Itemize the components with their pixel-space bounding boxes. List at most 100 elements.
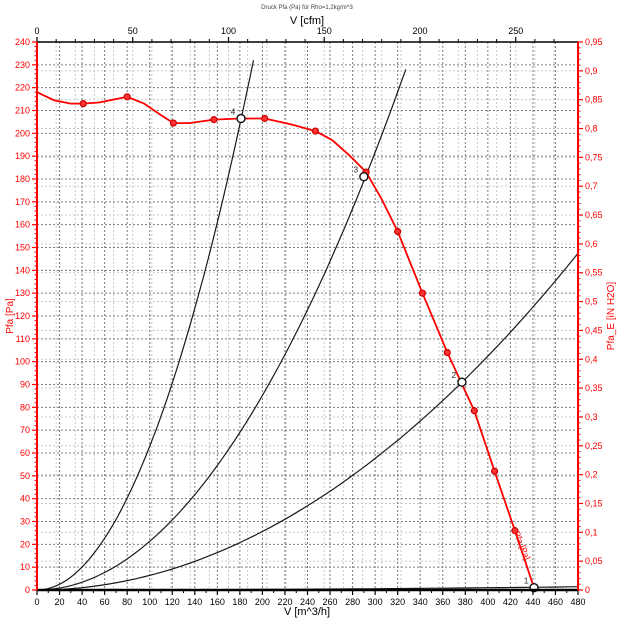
bottom-axis-tick-label: 20 <box>55 597 65 607</box>
right-axis-tick-label: 0,3 <box>585 412 598 422</box>
left-axis-tick-label: 190 <box>15 151 30 161</box>
bottom-axis-tick-label: 400 <box>480 597 495 607</box>
top-axis-tick-label: 250 <box>508 26 523 36</box>
right-axis-tick-label: 0,4 <box>585 354 598 364</box>
right-axis-tick-label: 0,9 <box>585 66 598 76</box>
system-curve-3 <box>36 69 407 591</box>
fan-curve-marker <box>169 119 177 127</box>
fan-curve-marker <box>394 227 402 236</box>
bottom-axis-tick-label: 480 <box>570 597 585 607</box>
right-axis-tick-label: 0,8 <box>585 124 598 134</box>
left-axis-tick-label: 240 <box>15 37 30 47</box>
bottom-axis-tick-label: 320 <box>390 597 405 607</box>
left-axis-tick-label: 30 <box>20 517 30 527</box>
fan-curve-marker <box>261 114 269 123</box>
right-axis-tick-label: 0,35 <box>585 383 603 393</box>
left-axis-tick-label: 120 <box>15 311 30 321</box>
system-curve-2 <box>36 252 579 591</box>
left-axis-tick-label: 140 <box>15 265 30 275</box>
left-axis-title: Pfa [Pa] <box>5 298 16 334</box>
fan-curve-marker <box>470 407 478 415</box>
bottom-axis-tick-label: 200 <box>255 597 270 607</box>
left-axis-tick-label: 170 <box>15 197 30 207</box>
right-axis-tick-label: 0,2 <box>585 470 598 480</box>
right-axis-tick-label: 0,85 <box>585 95 603 105</box>
bottom-axis-tick-label: 80 <box>122 597 132 607</box>
left-axis-tick-label: 70 <box>20 425 30 435</box>
left-axis-tick-label: 100 <box>15 357 30 367</box>
bottom-axis-tick-label: 180 <box>232 597 247 607</box>
operating-point-4 <box>236 113 246 124</box>
bottom-axis-tick-label: 300 <box>368 597 383 607</box>
right-axis-tick-label: 0,25 <box>585 441 603 451</box>
top-axis-tick-label: 200 <box>412 26 427 36</box>
right-axis-tick-label: 0,95 <box>585 37 603 47</box>
right-axis-tick-label: 0,5 <box>585 297 598 307</box>
right-axis-tick-label: 0,65 <box>585 210 603 220</box>
left-axis-tick-label: 40 <box>20 494 30 504</box>
bottom-axis-tick-label: 380 <box>458 597 473 607</box>
system-curve-4 <box>36 60 255 591</box>
bottom-axis-tick-label: 140 <box>187 597 202 607</box>
top-axis-tick-label: 100 <box>221 26 236 36</box>
operating-point-2 <box>457 377 467 387</box>
top-axis-tick-label: 150 <box>317 26 332 36</box>
bottom-axis-tick-label: 40 <box>77 597 87 607</box>
right-axis-title: Pfa_E [iN H2O] <box>606 282 617 351</box>
top-axis-tick-label: 0 <box>34 26 39 36</box>
bottom-axis-tick-label: 100 <box>142 597 157 607</box>
left-axis-tick-label: 0 <box>25 585 30 595</box>
fan-curve-marker <box>123 93 131 101</box>
right-axis-tick-label: 0,7 <box>585 181 598 191</box>
bottom-axis-tick-label: 0 <box>34 597 39 607</box>
left-axis-tick-label: 80 <box>20 402 30 412</box>
operating-point-label: 4 <box>231 107 236 116</box>
left-axis-tick-label: 10 <box>20 562 30 572</box>
fan-curve-marker <box>511 527 519 535</box>
left-axis-tick-label: 150 <box>15 243 30 253</box>
fan-curve-marker <box>210 116 218 124</box>
bottom-axis-tick-label: 440 <box>525 597 540 607</box>
operating-point-label: 1 <box>524 577 529 586</box>
bottom-axis-tick-label: 280 <box>345 597 360 607</box>
left-axis-tick-label: 50 <box>20 471 30 481</box>
left-axis-tick-label: 200 <box>15 128 30 138</box>
chart-title: Druck Pfa (Pa) für Rho=1,2kg/m^3 <box>261 5 353 11</box>
bottom-axis-tick-label: 120 <box>165 597 180 607</box>
left-axis-tick-label: 130 <box>15 288 30 298</box>
top-axis-tick-label: 50 <box>128 26 138 36</box>
bottom-axis-tick-label: 220 <box>277 597 292 607</box>
left-axis-tick-label: 220 <box>15 83 30 93</box>
right-axis-tick-label: 0,55 <box>585 268 603 278</box>
operating-point-label: 2 <box>452 371 457 380</box>
bottom-axis-tick-label: 360 <box>435 597 450 607</box>
left-axis-tick-label: 210 <box>15 106 30 116</box>
left-axis-tick-label: 180 <box>15 174 30 184</box>
top-axis-title: V [cfm] <box>290 15 324 27</box>
right-axis-tick-label: 0,05 <box>585 556 603 566</box>
fan-curve-marker <box>490 467 499 475</box>
fan-curve-marker <box>311 127 319 135</box>
bottom-axis-tick-label: 420 <box>503 597 518 607</box>
left-axis-tick-label: 20 <box>20 539 30 549</box>
operating-point-label: 3 <box>354 166 359 175</box>
bottom-axis-tick-label: 460 <box>548 597 563 607</box>
bottom-axis-tick-label: 240 <box>300 597 315 607</box>
right-axis-tick-label: 0,75 <box>585 152 603 162</box>
left-axis-tick-label: 160 <box>15 220 30 230</box>
bottom-axis-tick-label: 160 <box>210 597 225 607</box>
right-axis-tick-label: 0,1 <box>585 527 598 537</box>
operating-point-3 <box>359 172 369 182</box>
fan-curve-label: Pfa [Pa] <box>512 530 533 562</box>
left-axis-tick-label: 110 <box>16 334 30 344</box>
bottom-axis-tick-label: 60 <box>100 597 110 607</box>
right-axis-tick-label: 0,45 <box>585 325 603 335</box>
right-axis-tick-label: 0 <box>585 585 590 595</box>
fan-curve-marker <box>418 289 427 297</box>
left-axis-tick-label: 90 <box>20 380 30 390</box>
bottom-axis-title: V [m^3/h] <box>284 606 330 618</box>
right-axis-tick-label: 0,15 <box>585 498 603 508</box>
